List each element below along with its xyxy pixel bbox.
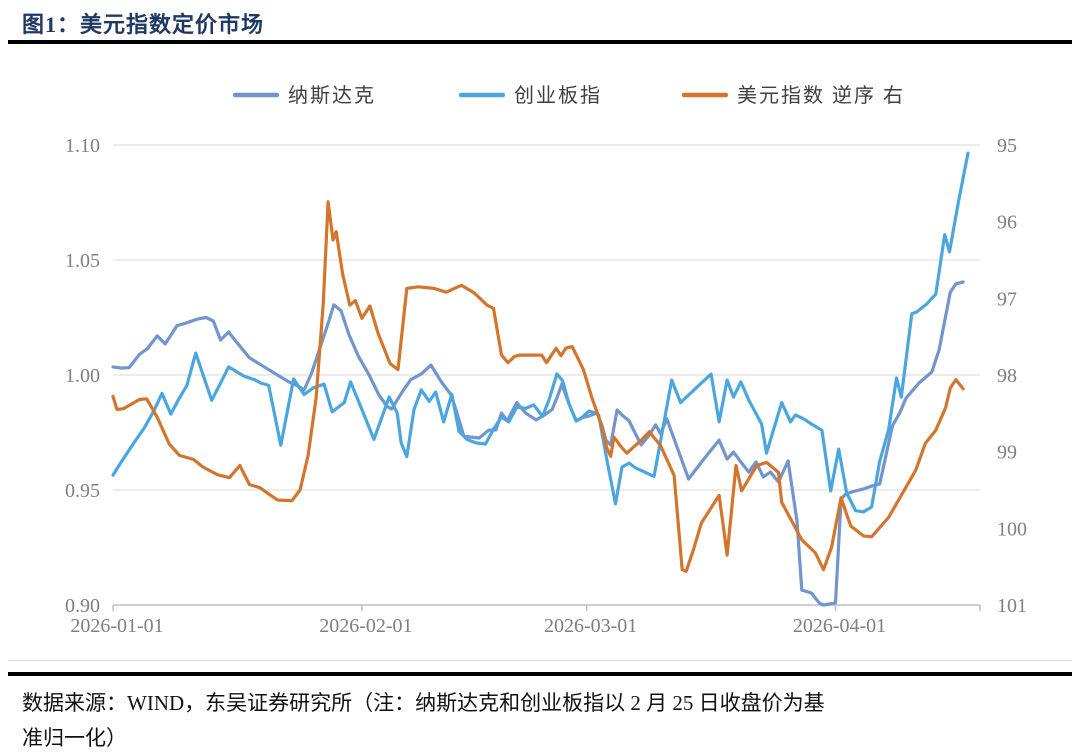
x-axis-tick-label: 2026-01-01	[70, 615, 163, 637]
left-axis-tick-label: 0.90	[65, 595, 100, 617]
footer-divider-rule	[8, 672, 1072, 676]
usd-index-line	[111, 200, 965, 573]
legend-label-usd-index: 美元指数 逆序 右	[737, 84, 905, 107]
left-axis-tick-label: 1.00	[65, 365, 100, 387]
source-note-line1: 数据来源：WIND，东吴证券研究所（注：纳斯达克和创业板指以 2 月 25 日收…	[22, 691, 825, 715]
legend-swatch-chinext	[459, 92, 505, 98]
x-axis-tick-label: 2026-03-01	[544, 615, 637, 637]
x-axis-tick-label: 2026-04-01	[793, 615, 886, 637]
source-note-line2: 准归一化）	[22, 726, 127, 750]
right-axis-tick-label: 101	[997, 595, 1027, 617]
nasdaq-line	[111, 280, 965, 607]
legend-swatch-usd-index	[682, 92, 728, 98]
legend-label-chinext: 创业板指	[514, 84, 602, 107]
figure-title: 图1：美元指数定价市场	[22, 12, 265, 37]
legend-swatch-nasdaq	[233, 92, 279, 98]
right-axis-tick-label: 96	[997, 212, 1017, 234]
right-axis-tick-label: 95	[997, 135, 1017, 157]
left-axis-tick-label: 1.10	[65, 135, 100, 157]
line-chart: 1.10 1.05 1.00 0.95 0.90 95 96 97 98 99 100 101 2026…	[65, 84, 1027, 637]
x-axis-tick-label: 2026-02-01	[319, 615, 412, 637]
right-axis-tick-label: 97	[997, 288, 1017, 310]
right-axis-tick-label: 99	[997, 442, 1017, 464]
left-axis-tick-label: 1.05	[65, 250, 100, 272]
title-underline-rule	[8, 40, 1072, 44]
right-axis-tick-label: 100	[997, 518, 1027, 540]
figure-bottom-border	[8, 660, 1072, 661]
legend-label-nasdaq: 纳斯达克	[288, 84, 376, 107]
source-note: 数据来源：WIND，东吴证券研究所（注：纳斯达克和创业板指以 2 月 25 日收…	[22, 686, 1062, 752]
right-axis-tick-label: 98	[997, 365, 1017, 387]
left-axis-tick-label: 0.95	[65, 480, 100, 502]
chinext-line	[111, 151, 970, 514]
